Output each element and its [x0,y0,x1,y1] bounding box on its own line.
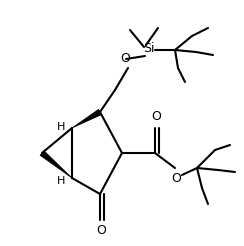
Polygon shape [40,151,72,178]
Text: H: H [57,176,65,186]
Text: O: O [171,171,181,184]
Text: Si: Si [143,42,155,55]
Text: O: O [151,109,161,123]
Text: O: O [120,52,130,65]
Text: H: H [57,122,65,132]
Text: O: O [96,225,106,237]
Polygon shape [72,109,102,128]
